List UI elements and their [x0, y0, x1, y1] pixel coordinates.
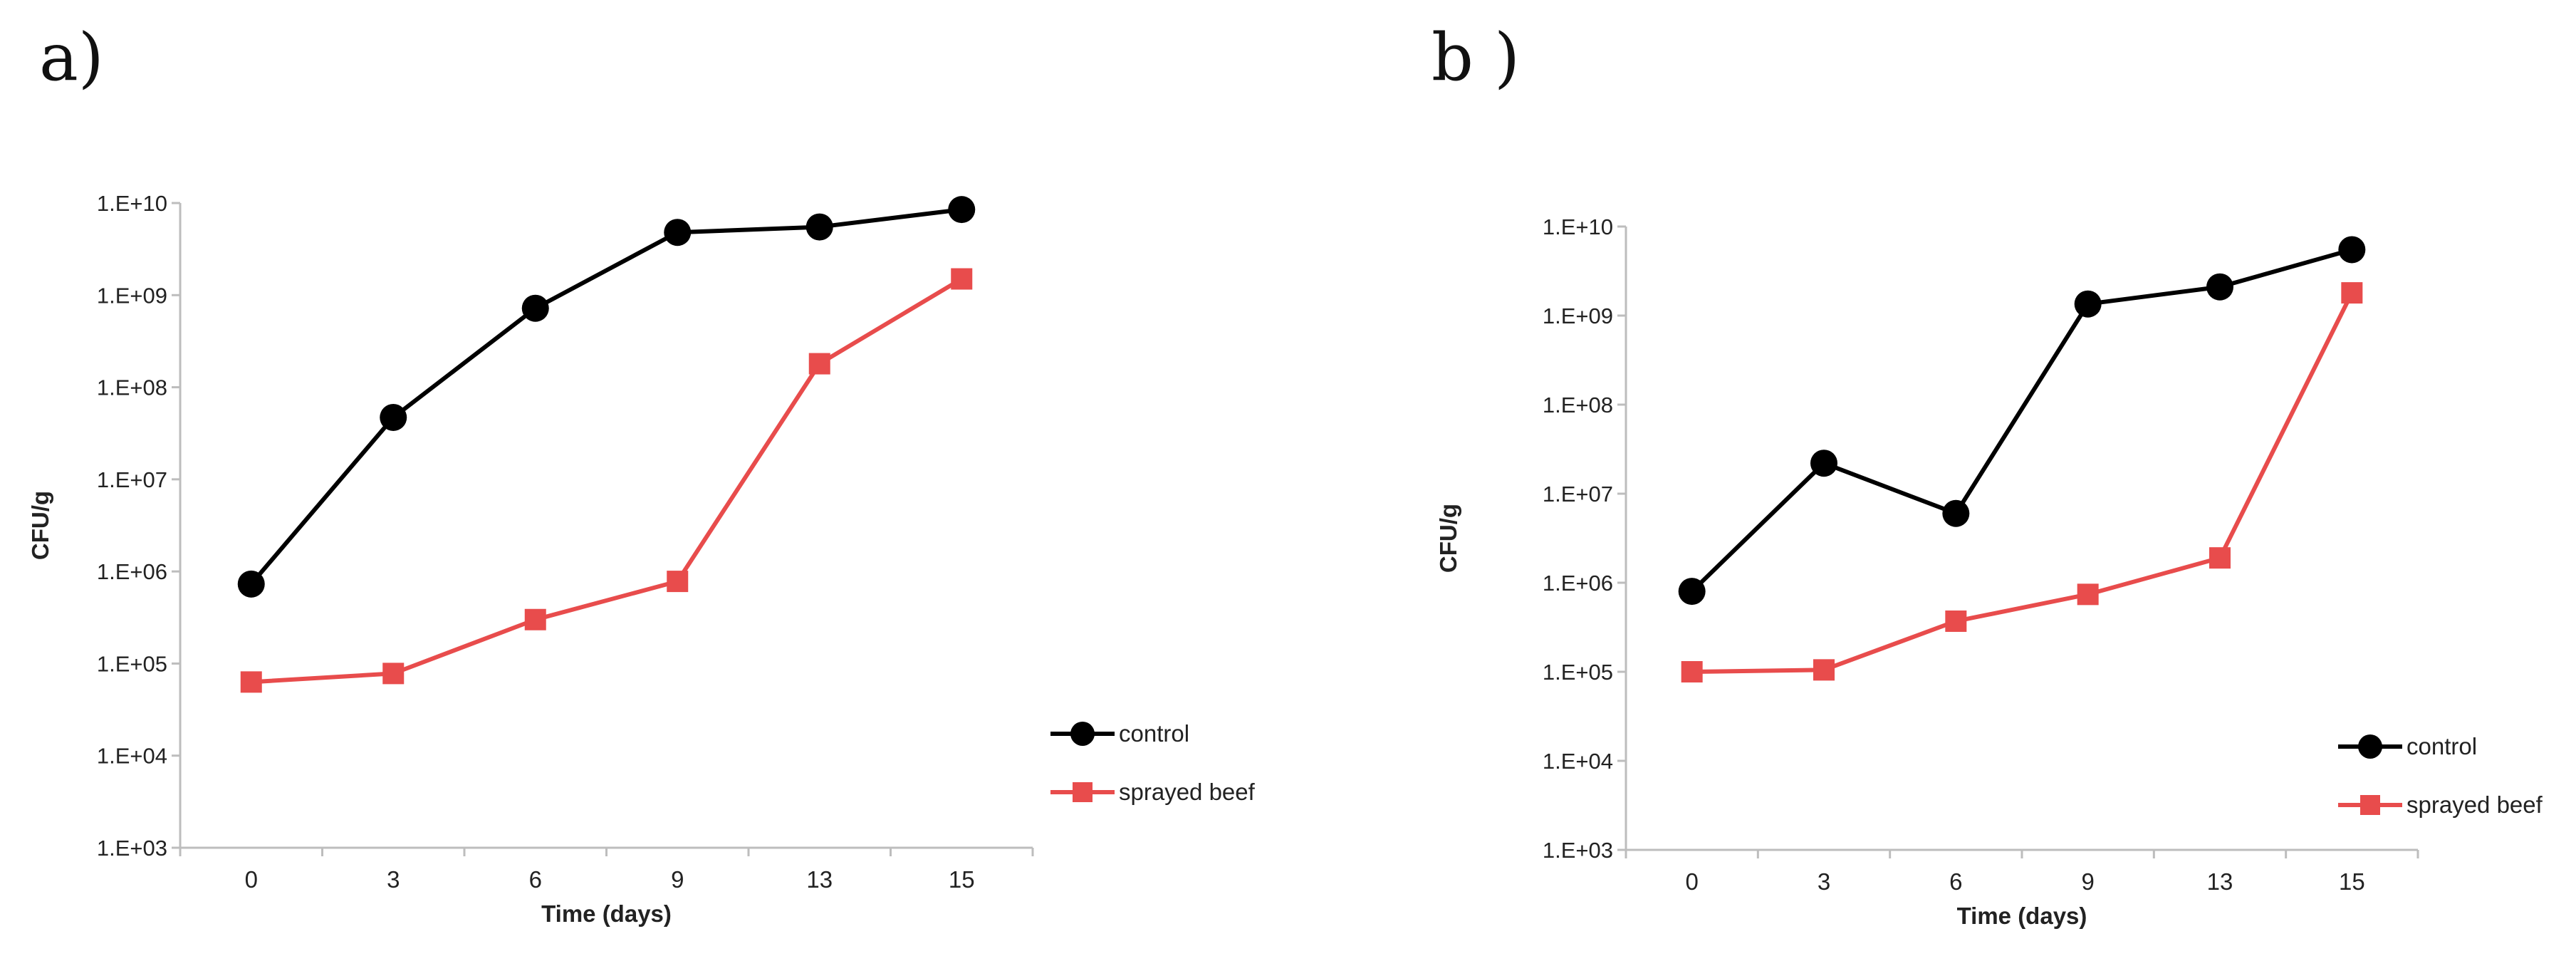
- chart-a-x-ticks: 0 3 6 9 13 15: [179, 848, 1034, 893]
- chart-b-point-control: [2074, 290, 2102, 318]
- chart-b-point-sprayed-beef: [2077, 583, 2099, 606]
- chart-a-point-sprayed-beef: [667, 571, 689, 593]
- chart-a-series-line-sprayed-beef: [251, 276, 963, 685]
- chart-b-y-tick-label: 1.E+03: [1543, 838, 1613, 863]
- chart-a-legend-label-sprayed-beef: sprayed beef: [1119, 779, 1256, 805]
- chart-a-y-tick-label: 1.E+07: [97, 467, 167, 492]
- panel-label-a: a): [39, 19, 104, 95]
- chart-b-y-tick-label: 1.E+07: [1543, 482, 1613, 507]
- chart-b-point-control: [1810, 450, 1837, 477]
- chart-a-x-tick-label: 15: [949, 866, 975, 893]
- chart-a-legend: control sprayed beef: [1050, 720, 1256, 805]
- chart-a-point-control: [664, 219, 692, 246]
- chart-a-point-control: [521, 294, 549, 322]
- chart-b-legend-label-control: control: [2406, 733, 2477, 759]
- chart-b-legend-label-sprayed-beef: sprayed beef: [2406, 791, 2543, 818]
- chart-a-y-axis-title: CFU/g: [27, 491, 53, 560]
- chart-b-x-tick-label: 0: [1685, 868, 1698, 895]
- chart-a-point-control: [805, 213, 833, 241]
- chart-b-y-tick-label: 1.E+10: [1543, 214, 1613, 239]
- chart-b-y-tick-label: 1.E+04: [1543, 749, 1613, 774]
- chart-panel-a: a) 1.E+031.E+041.E+051.E+061.E+071.E+081…: [27, 19, 1256, 927]
- chart-a-point-control: [237, 570, 265, 598]
- chart-a-series: [237, 196, 976, 693]
- chart-b-point-sprayed-beef: [1813, 659, 1835, 681]
- chart-a-y-tick-label: 1.E+08: [97, 375, 167, 400]
- chart-a-y-tick-label: 1.E+04: [97, 744, 167, 769]
- chart-b-x-tick-label: 9: [2081, 868, 2094, 895]
- chart-a-x-tick-label: 0: [245, 866, 258, 893]
- chart-a-y-tick-label: 1.E+05: [97, 651, 167, 676]
- chart-b-y-tick-label: 1.E+06: [1543, 571, 1613, 596]
- chart-b-x-ticks: 0 3 6 9 13 15: [1625, 850, 2419, 895]
- chart-b-point-sprayed-beef: [2341, 282, 2363, 304]
- chart-a-point-control: [380, 403, 407, 431]
- chart-b-x-tick-label: 15: [2339, 868, 2365, 895]
- chart-b-point-sprayed-beef: [1945, 610, 1967, 632]
- chart-a-legend-marker-sprayed-beef: [1073, 782, 1093, 802]
- chart-a-legend-marker-control: [1070, 722, 1095, 746]
- chart-a-y-tick-label: 1.E+03: [97, 836, 167, 861]
- chart-b-series-line-control: [1690, 247, 2353, 593]
- chart-a-axes: [179, 203, 1033, 849]
- chart-b-x-tick-label: 6: [1949, 868, 1962, 895]
- chart-b-legend: control sprayed beef: [2338, 733, 2543, 818]
- chart-a-x-tick-label: 13: [806, 866, 833, 893]
- chart-a-legend-label-control: control: [1119, 720, 1189, 747]
- chart-b-point-sprayed-beef: [1681, 661, 1703, 682]
- chart-a-y-ticks: 1.E+03 1.E+04 1.E+05 1.E+06 1.E+07 1.E+08 1.E+…: [97, 191, 180, 861]
- chart-a-x-tick-label: 6: [529, 866, 542, 893]
- chart-b-x-axis-title: Time (days): [1957, 903, 2087, 929]
- chart-b-x-tick-label: 13: [2207, 868, 2233, 895]
- chart-b-y-axis-title: CFU/g: [1435, 504, 1461, 573]
- chart-b-legend-marker-control: [2358, 734, 2382, 759]
- chart-b-y-tick-label: 1.E+05: [1543, 660, 1613, 685]
- chart-b-point-sprayed-beef: [2209, 547, 2231, 569]
- panel-label-b: b ): [1432, 19, 1520, 95]
- chart-a-point-sprayed-beef: [524, 608, 546, 630]
- chart-a-x-axis-title: Time (days): [541, 900, 672, 927]
- chart-b-point-control: [2206, 273, 2233, 301]
- chart-a-point-control: [948, 196, 976, 224]
- chart-b-y-tick-label: 1.E+08: [1543, 393, 1613, 417]
- chart-b-series-line-sprayed-beef: [1691, 291, 2355, 674]
- chart-a-point-sprayed-beef: [951, 268, 973, 290]
- chart-a-x-tick-label: 9: [671, 866, 684, 893]
- chart-a-y-tick-label: 1.E+06: [97, 559, 167, 584]
- chart-b-series: [1678, 236, 2366, 682]
- chart-b-point-control: [1942, 499, 1970, 527]
- chart-a-y-tick-label: 1.E+10: [97, 191, 167, 216]
- chart-a-point-sprayed-beef: [808, 353, 830, 375]
- chart-b-point-control: [2338, 236, 2366, 264]
- chart-b-y-ticks: 1.E+03 1.E+04 1.E+05 1.E+06 1.E+07 1.E+08 1.E+…: [1543, 214, 1626, 863]
- chart-a-point-sprayed-beef: [382, 663, 405, 685]
- chart-b-x-tick-label: 3: [1818, 868, 1830, 895]
- chart-a-point-sprayed-beef: [240, 671, 262, 693]
- chart-a-series-line-control: [249, 207, 962, 586]
- chart-a-y-tick-label: 1.E+09: [97, 283, 167, 308]
- chart-panel-b: b ) 1.E+03 1.E+04 1.E+05 1.E+06 1.E+07 1.E+08…: [1432, 19, 2543, 929]
- chart-b-y-tick-label: 1.E+09: [1543, 303, 1613, 328]
- chart-b-legend-marker-sprayed-beef: [2360, 795, 2380, 815]
- chart-a-x-tick-label: 3: [387, 866, 400, 893]
- chart-b-point-control: [1678, 578, 1706, 606]
